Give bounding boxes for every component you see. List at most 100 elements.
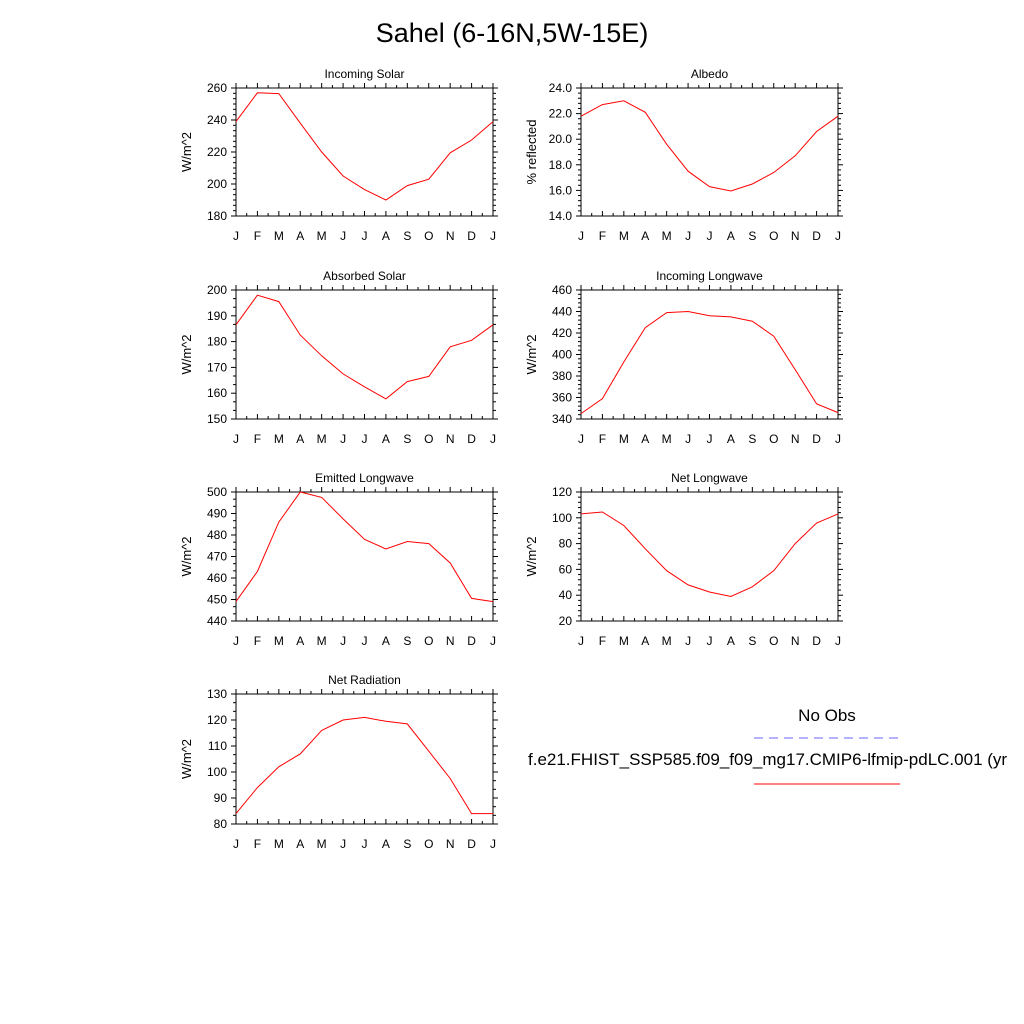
- plot-frame: [235, 491, 494, 622]
- plot-frame: [580, 289, 839, 420]
- x-tick-label: O: [424, 432, 433, 446]
- y-tick-label: 180: [207, 209, 227, 223]
- x-tick-label: M: [274, 634, 284, 648]
- y-tick-label: 180: [207, 335, 227, 349]
- x-tick-label: J: [490, 634, 496, 648]
- x-tick-label: J: [578, 634, 584, 648]
- x-tick-label: A: [641, 229, 649, 243]
- x-tick-label: M: [274, 837, 284, 851]
- x-tick-label: J: [340, 432, 346, 446]
- y-tick-label: 80: [214, 817, 228, 831]
- y-axis-label: % reflected: [524, 119, 539, 184]
- y-axis-label: W/m^2: [179, 739, 194, 779]
- y-tick-label: 80: [559, 537, 573, 551]
- x-tick-label: M: [317, 634, 327, 648]
- x-tick-label: M: [619, 432, 629, 446]
- y-tick-label: 130: [207, 687, 227, 701]
- x-tick-label: M: [619, 634, 629, 648]
- x-tick-label: O: [424, 634, 433, 648]
- x-tick-label: J: [340, 634, 346, 648]
- x-tick-label: J: [835, 432, 841, 446]
- x-tick-label: J: [362, 229, 368, 243]
- y-tick-label: 160: [207, 386, 227, 400]
- x-tick-label: N: [446, 837, 455, 851]
- chart-panel: J F M A M J J A S O N D J14.016.018.020.022.024.0% r…: [524, 67, 843, 243]
- y-tick-label: 24.0: [549, 81, 573, 95]
- x-tick-label: M: [619, 229, 629, 243]
- y-axis-label: W/m^2: [524, 334, 539, 374]
- x-tick-label: D: [812, 432, 821, 446]
- x-tick-label: M: [662, 432, 672, 446]
- y-tick-label: 200: [207, 177, 227, 191]
- x-tick-label: J: [707, 634, 713, 648]
- y-tick-label: 20.0: [549, 132, 573, 146]
- y-tick-label: 440: [207, 614, 227, 628]
- x-tick-label: N: [446, 229, 455, 243]
- x-tick-label: A: [641, 634, 649, 648]
- x-tick-label: O: [424, 229, 433, 243]
- y-tick-label: 100: [552, 511, 572, 525]
- x-tick-label: O: [769, 432, 778, 446]
- y-axis-label: W/m^2: [179, 536, 194, 576]
- series-line: [235, 716, 493, 815]
- x-tick-label: J: [685, 432, 691, 446]
- x-tick-label: A: [382, 432, 390, 446]
- y-axis-label: W/m^2: [179, 334, 194, 374]
- series-line: [235, 491, 494, 603]
- x-tick-label: J: [685, 229, 691, 243]
- y-tick-label: 480: [207, 528, 227, 542]
- y-axis-label: W/m^2: [524, 536, 539, 576]
- x-tick-label: N: [791, 229, 800, 243]
- plot-frame: [580, 491, 839, 622]
- chart-title: Incoming Solar: [324, 67, 404, 81]
- x-tick-label: D: [467, 229, 476, 243]
- x-tick-label: S: [403, 634, 411, 648]
- x-tick-label: J: [578, 432, 584, 446]
- y-tick-label: 470: [207, 550, 227, 564]
- y-tick-label: 340: [552, 412, 572, 426]
- x-tick-label: J: [362, 432, 368, 446]
- x-tick-label: F: [599, 432, 606, 446]
- x-tick-label: F: [254, 229, 261, 243]
- plot-frame: [580, 87, 839, 217]
- y-tick-label: 90: [214, 791, 228, 805]
- y-tick-label: 170: [207, 360, 227, 374]
- chart-title: Emitted Longwave: [315, 471, 414, 485]
- x-tick-label: J: [835, 634, 841, 648]
- x-tick-label: A: [296, 634, 304, 648]
- x-tick-label: O: [769, 229, 778, 243]
- series-line: [235, 294, 494, 400]
- x-tick-label: J: [578, 229, 584, 243]
- x-tick-label: J: [340, 229, 346, 243]
- y-tick-label: 14.0: [549, 209, 573, 223]
- x-tick-label: M: [317, 432, 327, 446]
- chart-title: Net Radiation: [328, 673, 401, 687]
- chart-panel: J F M A M J J A S O N D J150160170180190200W/m^2Abso…: [179, 269, 498, 446]
- chart-title: Absorbed Solar: [323, 269, 406, 283]
- legend-model-label: f.e21.FHIST_SSP585.f09_f09_mg17.CMIP6-lf…: [528, 750, 1008, 769]
- x-tick-label: A: [727, 634, 735, 648]
- x-tick-label: A: [296, 432, 304, 446]
- y-tick-label: 20: [559, 614, 573, 628]
- x-tick-label: S: [403, 837, 411, 851]
- x-tick-label: A: [641, 432, 649, 446]
- y-tick-label: 60: [559, 562, 573, 576]
- x-tick-label: M: [662, 229, 672, 243]
- x-tick-label: M: [274, 229, 284, 243]
- x-tick-label: A: [382, 229, 390, 243]
- y-tick-label: 260: [207, 81, 227, 95]
- x-tick-label: S: [748, 432, 756, 446]
- x-tick-label: N: [791, 432, 800, 446]
- y-tick-label: 460: [552, 283, 572, 297]
- x-tick-label: A: [296, 837, 304, 851]
- plot-frame: [235, 87, 494, 217]
- x-tick-label: F: [254, 634, 261, 648]
- x-tick-label: J: [835, 229, 841, 243]
- x-tick-label: D: [467, 432, 476, 446]
- y-tick-label: 110: [208, 739, 227, 753]
- x-tick-label: A: [727, 229, 735, 243]
- x-tick-label: S: [748, 229, 756, 243]
- y-tick-label: 16.0: [549, 183, 573, 197]
